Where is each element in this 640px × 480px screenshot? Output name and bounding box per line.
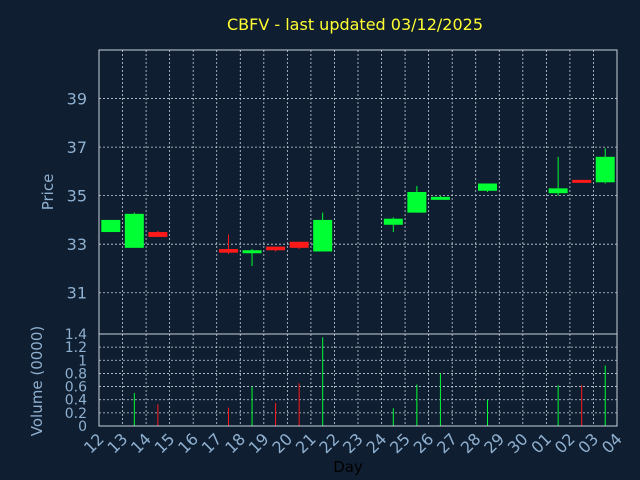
candle-body (242, 250, 262, 254)
volume-tick-label: 0 (78, 419, 87, 435)
price-tick-label: 33 (67, 235, 87, 254)
candle-body (219, 249, 238, 253)
price-axis-label: Price (39, 174, 57, 211)
x-axis-label: Day (333, 458, 363, 476)
price-tick-label: 37 (67, 138, 87, 157)
candle-body (313, 219, 333, 252)
candle-body (430, 196, 450, 200)
volume-tick-label: 0.6 (65, 380, 87, 396)
candle-body (595, 156, 615, 183)
price-grid (98, 50, 618, 334)
candle-body (548, 188, 568, 194)
price-tick-label: 35 (67, 187, 87, 206)
candle-body (572, 179, 592, 183)
candle-body (383, 218, 403, 225)
candle-body (124, 213, 144, 248)
candle-body (101, 219, 121, 233)
volume-tick-label: 1 (78, 353, 87, 369)
price-y-ticks: 31 33 35 37 39 (67, 90, 87, 303)
volume-tick-label: 0.8 (65, 366, 87, 382)
volume-axis-label: Volume (0000) (28, 326, 46, 436)
candle-body (407, 192, 427, 213)
candles (101, 148, 615, 267)
volume-tick-label: 0.4 (65, 393, 87, 409)
candle-body (289, 241, 309, 248)
chart-title: CBFV - last updated 03/12/2025 (227, 15, 483, 34)
price-tick-label: 39 (67, 90, 87, 109)
candle-body (478, 183, 497, 191)
price-tick-label: 31 (67, 284, 87, 303)
candle-body (266, 246, 286, 251)
candle-body (148, 232, 168, 237)
x-ticks: 1213141516171819202122232425262728293001… (80, 429, 626, 457)
volume-tick-label: 0.2 (65, 406, 87, 422)
volume-panel-frame (98, 333, 618, 427)
volume-grid (98, 334, 618, 426)
volume-tick-label: 1.2 (65, 340, 87, 356)
volume-y-ticks: 00.20.40.60.811.21.4 (65, 327, 87, 435)
volume-tick-label: 1.4 (65, 327, 87, 343)
volume-bars (133, 337, 606, 426)
x-tick-label: 04 (598, 429, 626, 457)
